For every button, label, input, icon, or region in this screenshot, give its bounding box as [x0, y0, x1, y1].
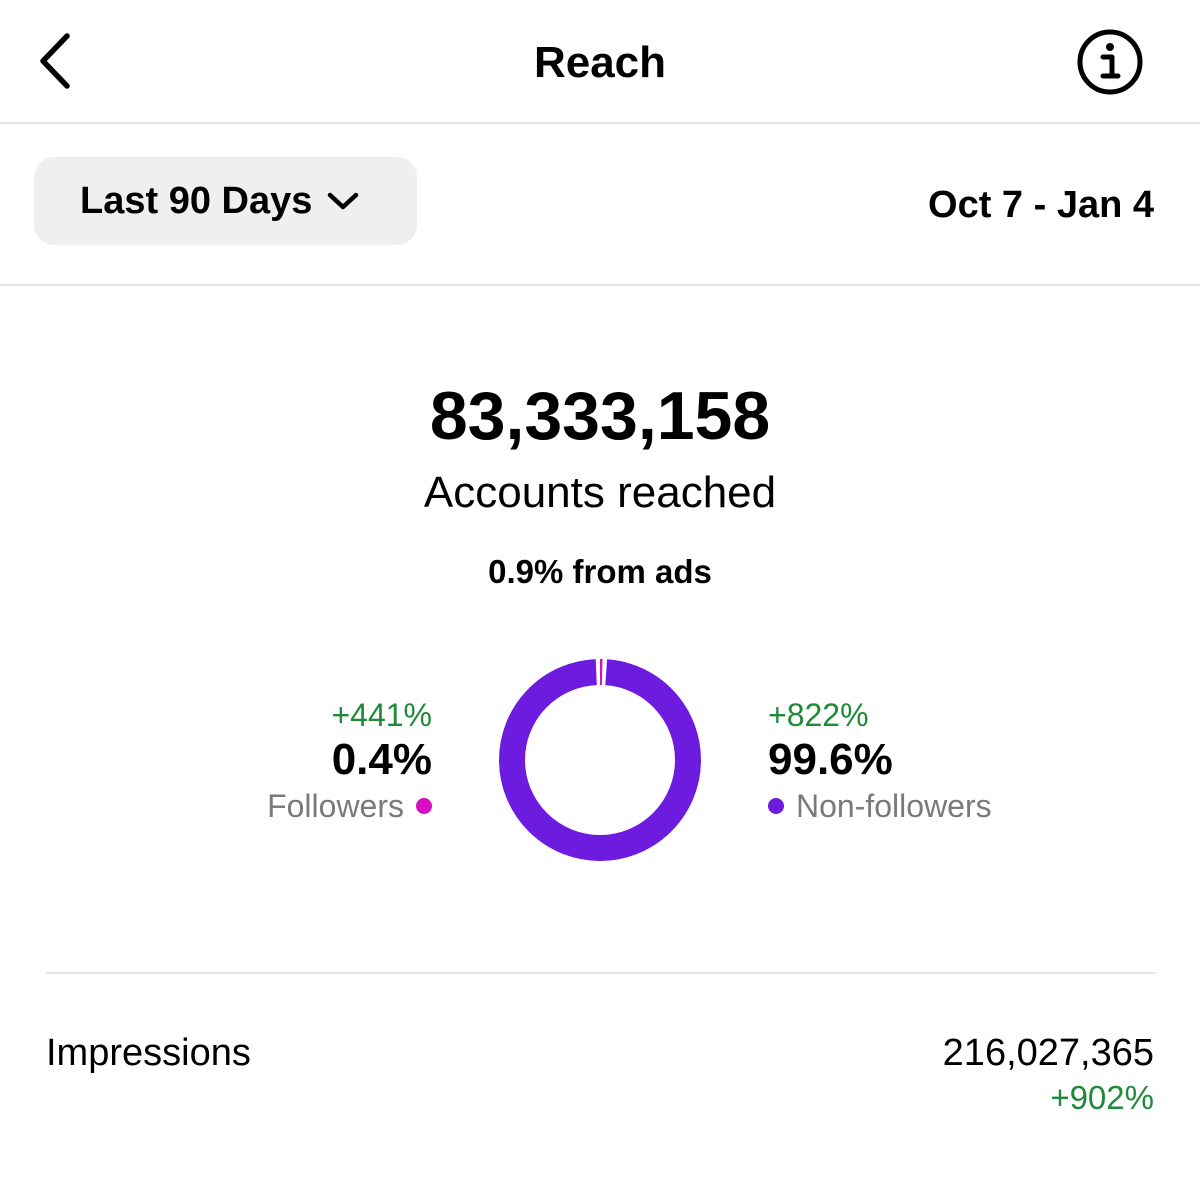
- accounts-reached-caption: Accounts reached: [423, 468, 777, 517]
- date-range-row: Last 90 Days Oct 7 - Jan 4: [0, 124, 1200, 286]
- non-followers-dot-icon: [768, 798, 784, 814]
- reach-donut-chart: [499, 659, 701, 861]
- date-range-text: Oct 7 - Jan 4: [928, 184, 1154, 226]
- followers-change: +441%: [331, 697, 432, 733]
- followers-percent: 0.4%: [331, 735, 432, 784]
- non-followers-change: +822%: [768, 697, 869, 733]
- info-button[interactable]: [1076, 28, 1144, 96]
- date-range-dropdown[interactable]: Last 90 Days: [34, 157, 417, 245]
- followers-dot-icon: [416, 798, 432, 814]
- info-icon: [1077, 29, 1143, 95]
- impressions-value: 216,027,365: [942, 1032, 1154, 1074]
- followers-label: Followers: [267, 788, 404, 824]
- impressions-change: +902%: [1050, 1079, 1154, 1116]
- ads-share-note: 0.9% from ads: [488, 553, 712, 590]
- impressions-label: Impressions: [46, 1032, 251, 1074]
- divider: [46, 972, 1156, 974]
- accounts-reached-value: 83,333,158: [429, 378, 771, 454]
- date-range-label: Last 90 Days: [80, 179, 313, 222]
- non-followers-percent: 99.6%: [768, 735, 893, 784]
- non-followers-legend: +822% 99.6% Non-followers: [768, 696, 992, 826]
- followers-segment: [499, 659, 701, 861]
- chevron-down-icon: [326, 190, 360, 212]
- non-followers-segment: [499, 659, 701, 861]
- non-followers-label: Non-followers: [796, 788, 992, 824]
- top-bar: Reach: [0, 0, 1200, 124]
- page-title: Reach: [533, 38, 667, 87]
- chevron-left-icon: [40, 33, 70, 89]
- back-button[interactable]: [30, 28, 80, 94]
- followers-legend: +441% 0.4% Followers: [267, 696, 432, 826]
